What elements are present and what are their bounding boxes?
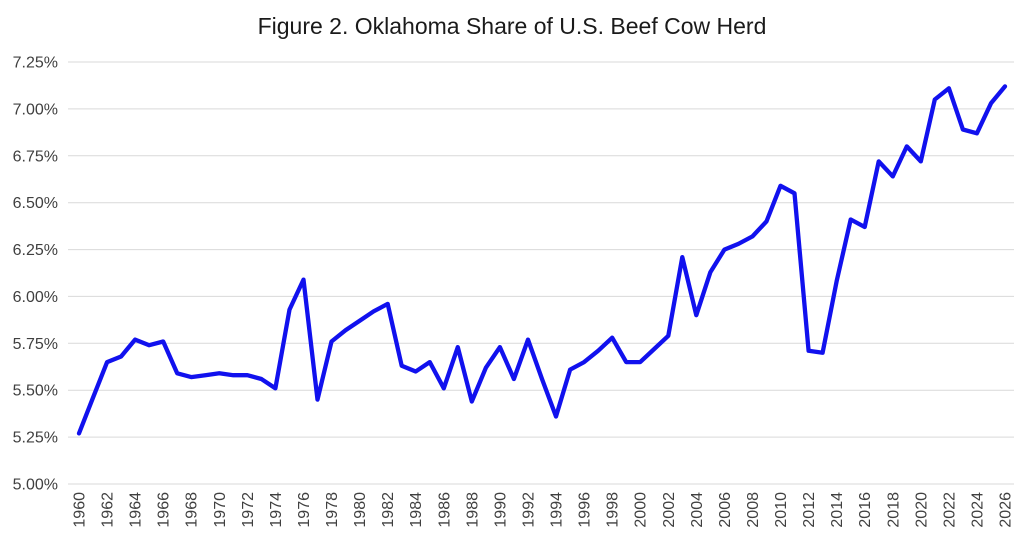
x-tick-label: 2008 [745, 492, 762, 528]
y-tick-label: 7.25% [13, 55, 58, 72]
x-tick-label: 2002 [661, 492, 678, 528]
x-tick-label: 1994 [549, 492, 566, 528]
x-tick-label: 1988 [464, 492, 481, 528]
x-tick-label: 2026 [998, 492, 1015, 528]
y-tick-label: 5.75% [13, 336, 58, 353]
y-tick-label: 5.00% [13, 477, 58, 494]
x-tick-label: 2012 [801, 492, 818, 528]
x-tick-label: 1982 [380, 492, 397, 528]
x-tick-label: 2010 [773, 492, 790, 528]
y-tick-label: 6.50% [13, 195, 58, 212]
chart-title: Figure 2. Oklahoma Share of U.S. Beef Co… [257, 13, 767, 39]
y-tick-label: 5.25% [13, 430, 58, 447]
y-tick-label: 5.50% [13, 383, 58, 400]
x-tick-label: 1974 [268, 492, 285, 528]
x-tick-label: 1976 [296, 492, 313, 528]
x-tick-label: 2018 [885, 492, 902, 528]
data-line-oklahoma-share [76, 84, 1008, 436]
x-tick-label: 2016 [857, 492, 874, 528]
x-tick-label: 1996 [577, 492, 594, 528]
x-tick-label: 1992 [521, 492, 538, 528]
x-tick-label: 1972 [240, 492, 257, 528]
x-tick-label: 1986 [436, 492, 453, 528]
x-tick-label: 2004 [689, 492, 706, 528]
y-tick-label: 6.75% [13, 148, 58, 165]
x-tick-label: 1984 [408, 492, 425, 528]
x-tick-label: 1968 [184, 492, 201, 528]
x-tick-label: 1998 [605, 492, 622, 528]
y-tick-label: 6.00% [13, 289, 58, 306]
x-tick-label: 1962 [100, 492, 117, 528]
x-tick-label: 2006 [717, 492, 734, 528]
y-tick-label: 7.00% [13, 101, 58, 118]
x-tick-label: 1990 [492, 492, 509, 528]
x-tick-label: 2022 [941, 492, 958, 528]
x-tick-label: 2024 [969, 492, 986, 528]
x-tick-label: 2020 [913, 492, 930, 528]
x-tick-label: 1960 [72, 492, 89, 528]
y-tick-label: 6.25% [13, 242, 58, 259]
x-tick-label: 2014 [829, 492, 846, 528]
x-tick-label: 2000 [633, 492, 650, 528]
x-tick-label: 1978 [324, 492, 341, 528]
x-tick-label: 1964 [128, 492, 145, 528]
x-tick-label: 1966 [156, 492, 173, 528]
x-tick-label: 1970 [212, 492, 229, 528]
x-tick-label: 1980 [352, 492, 369, 528]
